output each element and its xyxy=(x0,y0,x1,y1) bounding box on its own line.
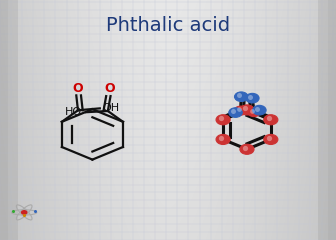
Text: Phthalic acid: Phthalic acid xyxy=(106,16,230,35)
Bar xyxy=(0,0,18,240)
Circle shape xyxy=(235,92,248,102)
Circle shape xyxy=(240,105,254,115)
Circle shape xyxy=(229,108,242,117)
Circle shape xyxy=(21,210,28,215)
Circle shape xyxy=(248,108,260,117)
Circle shape xyxy=(253,105,266,115)
Bar xyxy=(328,0,336,240)
Text: O: O xyxy=(72,82,83,95)
Bar xyxy=(318,0,336,240)
Text: OH: OH xyxy=(102,103,119,113)
Circle shape xyxy=(264,134,278,144)
Text: O: O xyxy=(104,82,115,96)
Circle shape xyxy=(216,115,230,125)
Circle shape xyxy=(216,134,230,144)
Bar xyxy=(0,0,8,240)
Circle shape xyxy=(264,115,278,125)
Circle shape xyxy=(240,144,254,154)
Circle shape xyxy=(234,106,247,115)
Text: HO: HO xyxy=(65,107,82,117)
Circle shape xyxy=(246,93,259,103)
